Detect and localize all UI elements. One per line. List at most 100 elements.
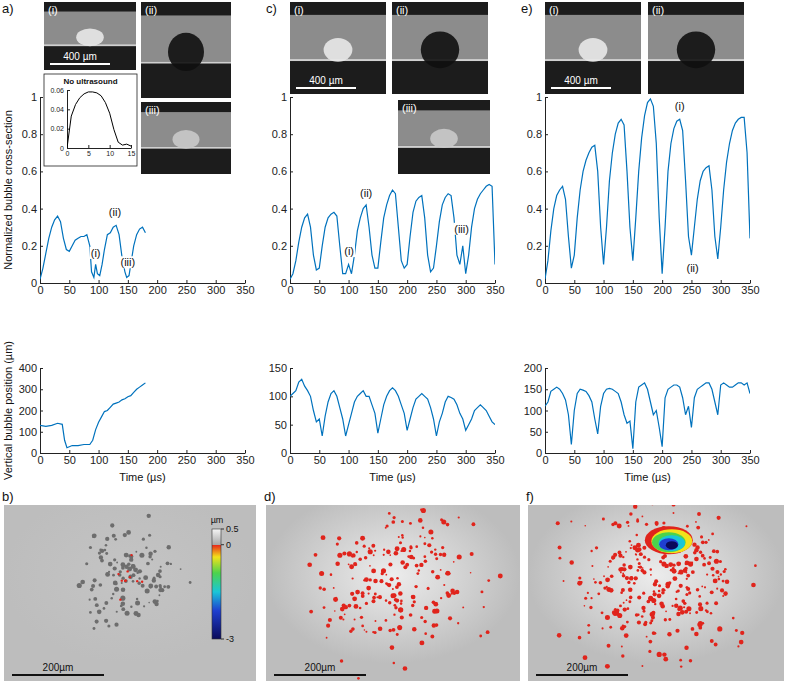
speck: [139, 553, 144, 558]
tick-label: 250: [683, 284, 701, 296]
speck: [142, 538, 145, 541]
scale-bar-label: 200µm: [567, 662, 598, 673]
axis-line: [545, 98, 546, 284]
photo-label: (i): [549, 4, 559, 16]
speck: [696, 526, 700, 530]
tick-mark: [604, 280, 605, 283]
axis-line: [68, 148, 132, 149]
speck: [95, 603, 99, 607]
tick-label: 200: [398, 284, 416, 296]
speck: [697, 512, 701, 516]
speck: [136, 598, 138, 600]
tick-mark: [290, 368, 293, 369]
tick-label: 1: [536, 91, 542, 103]
tick: 150: [269, 362, 293, 374]
speck: [401, 534, 404, 537]
speck: [570, 520, 572, 522]
speck: [590, 597, 592, 599]
speck: [678, 606, 683, 611]
photo-background: [290, 2, 386, 94]
speck: [373, 554, 375, 556]
speck: [710, 612, 713, 615]
speck: [93, 597, 97, 601]
speck: [419, 640, 424, 645]
tick: 200: [524, 362, 548, 374]
speck: [125, 579, 127, 581]
speck: [725, 580, 730, 585]
tick-label: 0: [37, 284, 43, 296]
speck: [589, 606, 592, 609]
speck: [445, 571, 450, 576]
speck: [627, 581, 630, 584]
speck: [356, 564, 358, 566]
annotation: (ii): [359, 187, 373, 199]
tick-mark: [40, 246, 43, 247]
speck: [337, 536, 341, 540]
surface-map: b)200µm0.50-3µm: [2, 489, 256, 681]
speck: [357, 677, 360, 680]
tick: 150: [369, 280, 387, 296]
tick: 250: [683, 450, 701, 466]
speck: [717, 626, 722, 631]
speck: [352, 592, 354, 594]
tick: 200: [148, 280, 166, 296]
speck: [629, 576, 633, 580]
scale-bar: [536, 674, 628, 676]
speck: [153, 599, 158, 604]
tick: 0.02: [50, 125, 70, 132]
speck: [430, 635, 434, 639]
y-axis-title: Vertical bubble position (µm): [2, 341, 14, 480]
speck: [715, 570, 719, 574]
tick: 300: [207, 280, 225, 296]
tick: 200: [19, 405, 43, 417]
tick: 0: [31, 447, 43, 459]
photo-content: [545, 2, 641, 94]
tick: 150: [119, 280, 137, 296]
speck: [170, 563, 172, 565]
blob: [652, 532, 686, 552]
tick: 0.8: [527, 128, 548, 140]
tick: 150: [369, 450, 387, 466]
inset-frame: [44, 74, 137, 166]
photo: (iii): [141, 102, 231, 174]
speck: [627, 607, 630, 610]
tick-mark: [128, 450, 129, 453]
speck: [718, 576, 720, 578]
speck: [352, 596, 357, 601]
speck: [364, 629, 366, 631]
speck: [386, 550, 391, 555]
speck: [635, 554, 637, 556]
tick-label: 0: [542, 284, 548, 296]
speck: [651, 611, 655, 615]
speck: [626, 521, 629, 524]
photo-background: [648, 2, 744, 94]
tick-label: 150: [369, 284, 387, 296]
tick: 0.06: [50, 87, 70, 94]
colorbar: 0.50-3µm: [211, 515, 239, 644]
annotation-patch: [674, 100, 686, 112]
plot-area: [545, 99, 750, 279]
speck: [577, 581, 582, 586]
speck: [398, 608, 403, 613]
speck: [655, 522, 659, 526]
speck: [180, 568, 182, 570]
annotation-patch: [120, 256, 137, 268]
inset-chart: 05101500.020.040.06No ultrasound: [44, 74, 137, 166]
speck: [389, 554, 391, 556]
speck: [636, 519, 639, 522]
speck: [557, 633, 562, 638]
speck: [104, 601, 108, 605]
speck: [328, 618, 332, 622]
speck: [671, 605, 673, 607]
speck: [369, 565, 371, 567]
tick-label: 0.8: [272, 128, 287, 140]
speck: [412, 556, 415, 559]
speck: [124, 580, 126, 582]
speck: [658, 584, 661, 587]
x-axis: 050100150200250300350: [37, 450, 254, 466]
speck: [158, 588, 162, 592]
tick: 350: [236, 280, 254, 296]
speck: [654, 632, 657, 635]
speck: [383, 554, 385, 556]
speck: [397, 625, 402, 630]
